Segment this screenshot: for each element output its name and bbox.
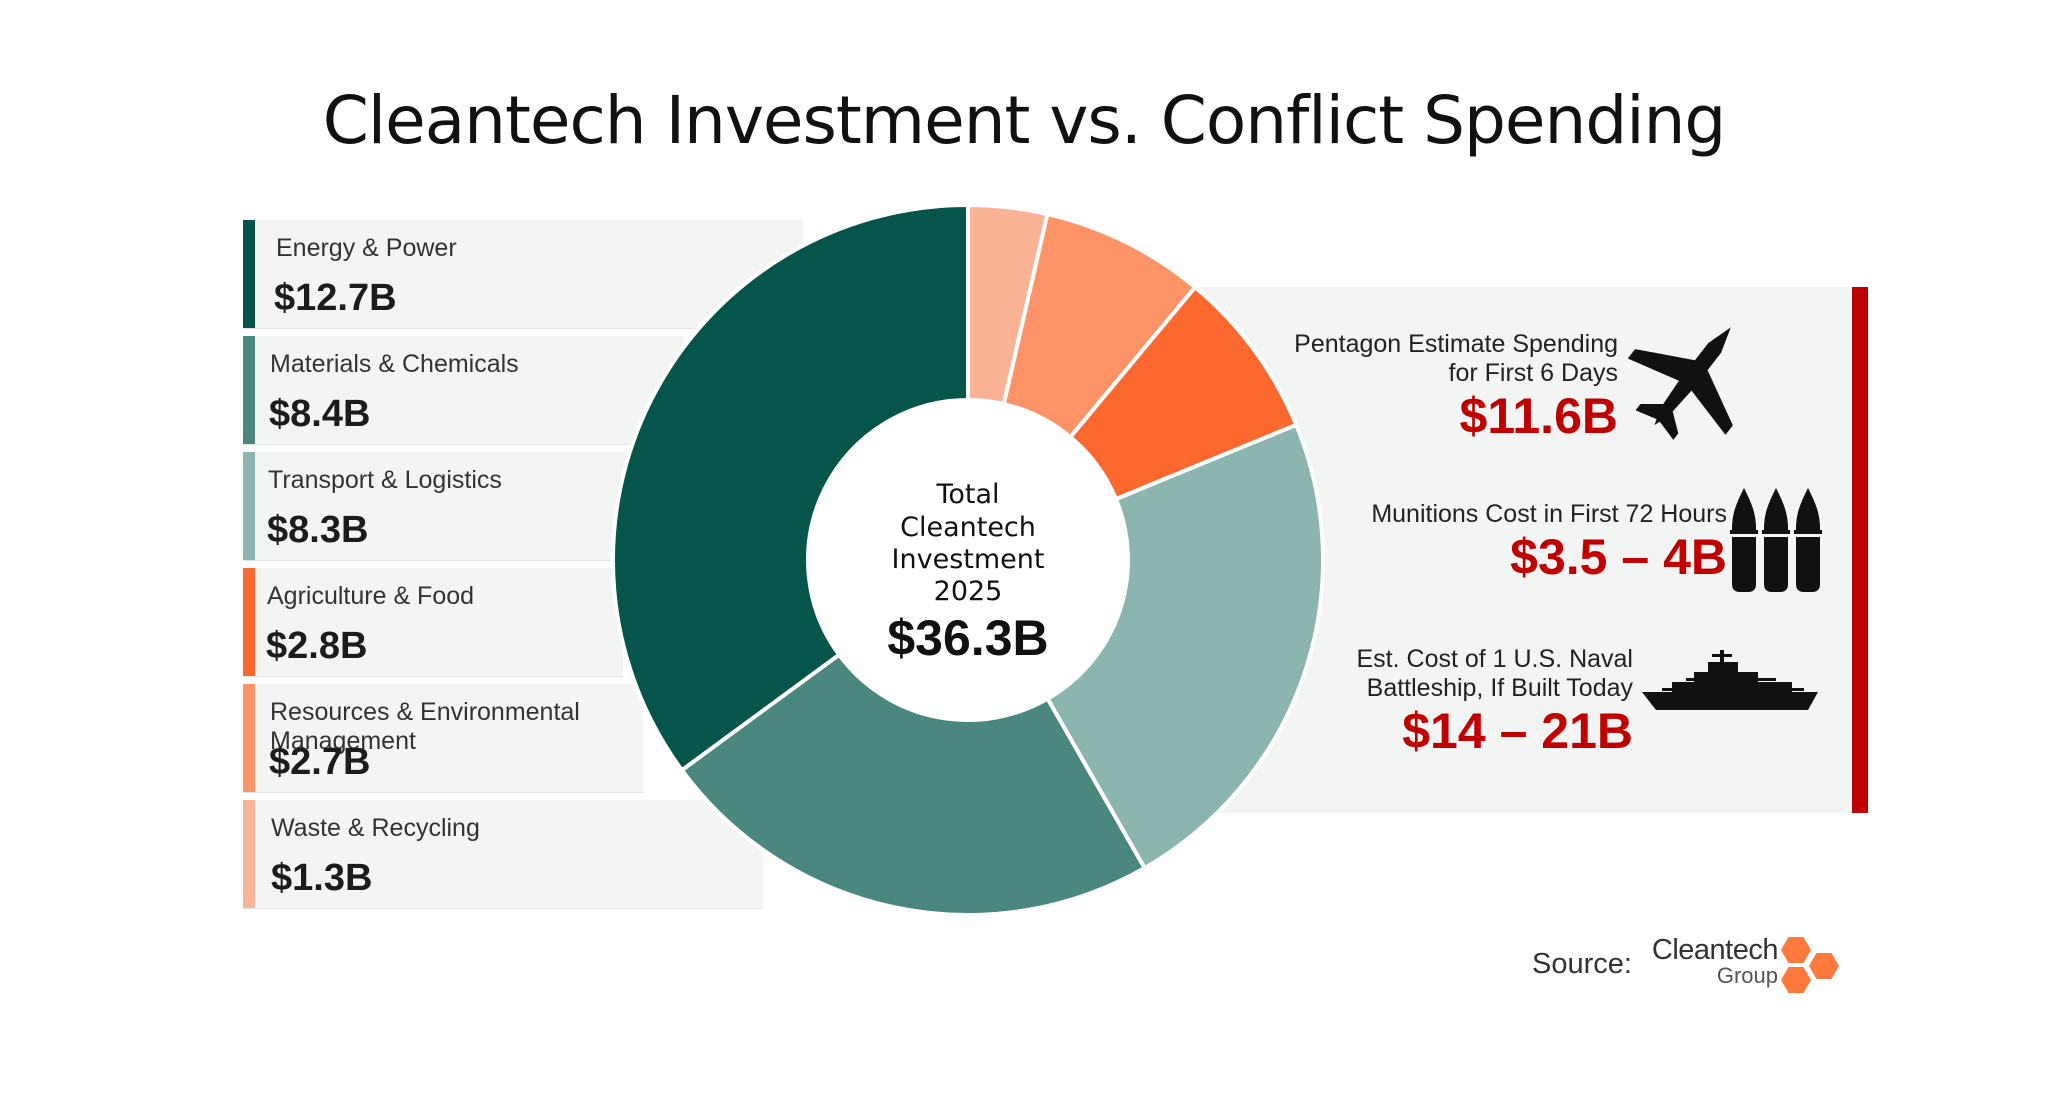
legend-value: $1.3B [271,857,373,899]
conflict-value: $14 – 21B [1402,703,1633,759]
logo-hexagon [1781,967,1811,993]
conflict-value: $11.6B [1459,388,1618,444]
conflict-label: Munitions Cost in First 72 Hours [1371,500,1727,528]
legend-item-materials: Materials & Chemicals $8.4B [243,336,683,445]
conflict-value: $3.5 – 4B [1510,529,1727,585]
legend-value: $8.3B [267,509,369,551]
source-logo-text: Cleantech Group [1648,934,1779,988]
legend-item-waste: Waste & Recycling $1.3B [243,800,763,909]
conflict-item-battleship: Est. Cost of 1 U.S. Naval Battleship, If… [1240,645,1634,759]
conflict-accent-stripe [1852,287,1868,813]
source-label: Source: [1532,948,1632,980]
logo-hexagon [1781,937,1811,963]
legend-label: Agriculture & Food [267,582,475,610]
conflict-label-line2: Battleship, If Built Today [1366,674,1633,702]
donut-slices [611,202,1325,917]
legend-swatch [243,800,255,908]
center-label-line4: 2025 [934,576,1003,607]
conflict-label: Est. Cost of 1 U.S. Naval [1356,645,1634,673]
legend-label: Transport & Logistics [268,466,502,494]
legend-item-energy: Energy & Power $12.7B [243,220,803,329]
legend-swatch [243,220,255,328]
hexagon-logo-icon [1781,937,1839,993]
munitions-icon [1730,488,1822,592]
conflict-item-pentagon: Pentagon Estimate Spending for First 6 D… [1240,330,1618,444]
donut-hole [808,400,1128,720]
legend-value: $2.7B [269,741,371,783]
conflict-item-munitions: Munitions Cost in First 72 Hours $3.5 – … [1240,500,1727,585]
legend-value: $12.7B [274,277,397,319]
logo-sub-text: Group [1716,963,1778,988]
center-label-line1: Total [935,479,999,510]
legend-item-agriculture: Agriculture & Food $2.8B [243,568,623,677]
legend-label: Materials & Chemicals [270,350,519,378]
legend-label: Waste & Recycling [271,814,480,842]
legend-value: $8.4B [269,393,371,435]
legend-item-resources: Resources & Environmental Management $2.… [243,684,643,793]
logo-main-text: Cleantech [1651,934,1779,966]
legend-swatch [243,568,255,676]
conflict-label: Pentagon Estimate Spending [1294,330,1618,358]
legend-label: Energy & Power [276,234,457,262]
legend-item-transport: Transport & Logistics $8.3B [243,452,643,561]
battleship-icon [1642,650,1818,710]
fighter-jet-icon [1627,327,1733,440]
legend-swatch [243,336,255,444]
legend-value: $2.8B [266,625,368,667]
conflict-label-line2: for First 6 Days [1448,359,1618,387]
chart-title: Cleantech Investment vs. Conflict Spendi… [322,82,1727,159]
legend-swatch [243,452,255,560]
center-label-line3: Investment [892,544,1045,575]
center-label-line2: Cleantech [900,512,1036,543]
legend-label: Resources & Environmental Management [270,698,580,755]
legend-swatch [243,684,255,792]
logo-hexagon [1809,953,1839,979]
center-total-value: $36.3B [887,610,1048,666]
